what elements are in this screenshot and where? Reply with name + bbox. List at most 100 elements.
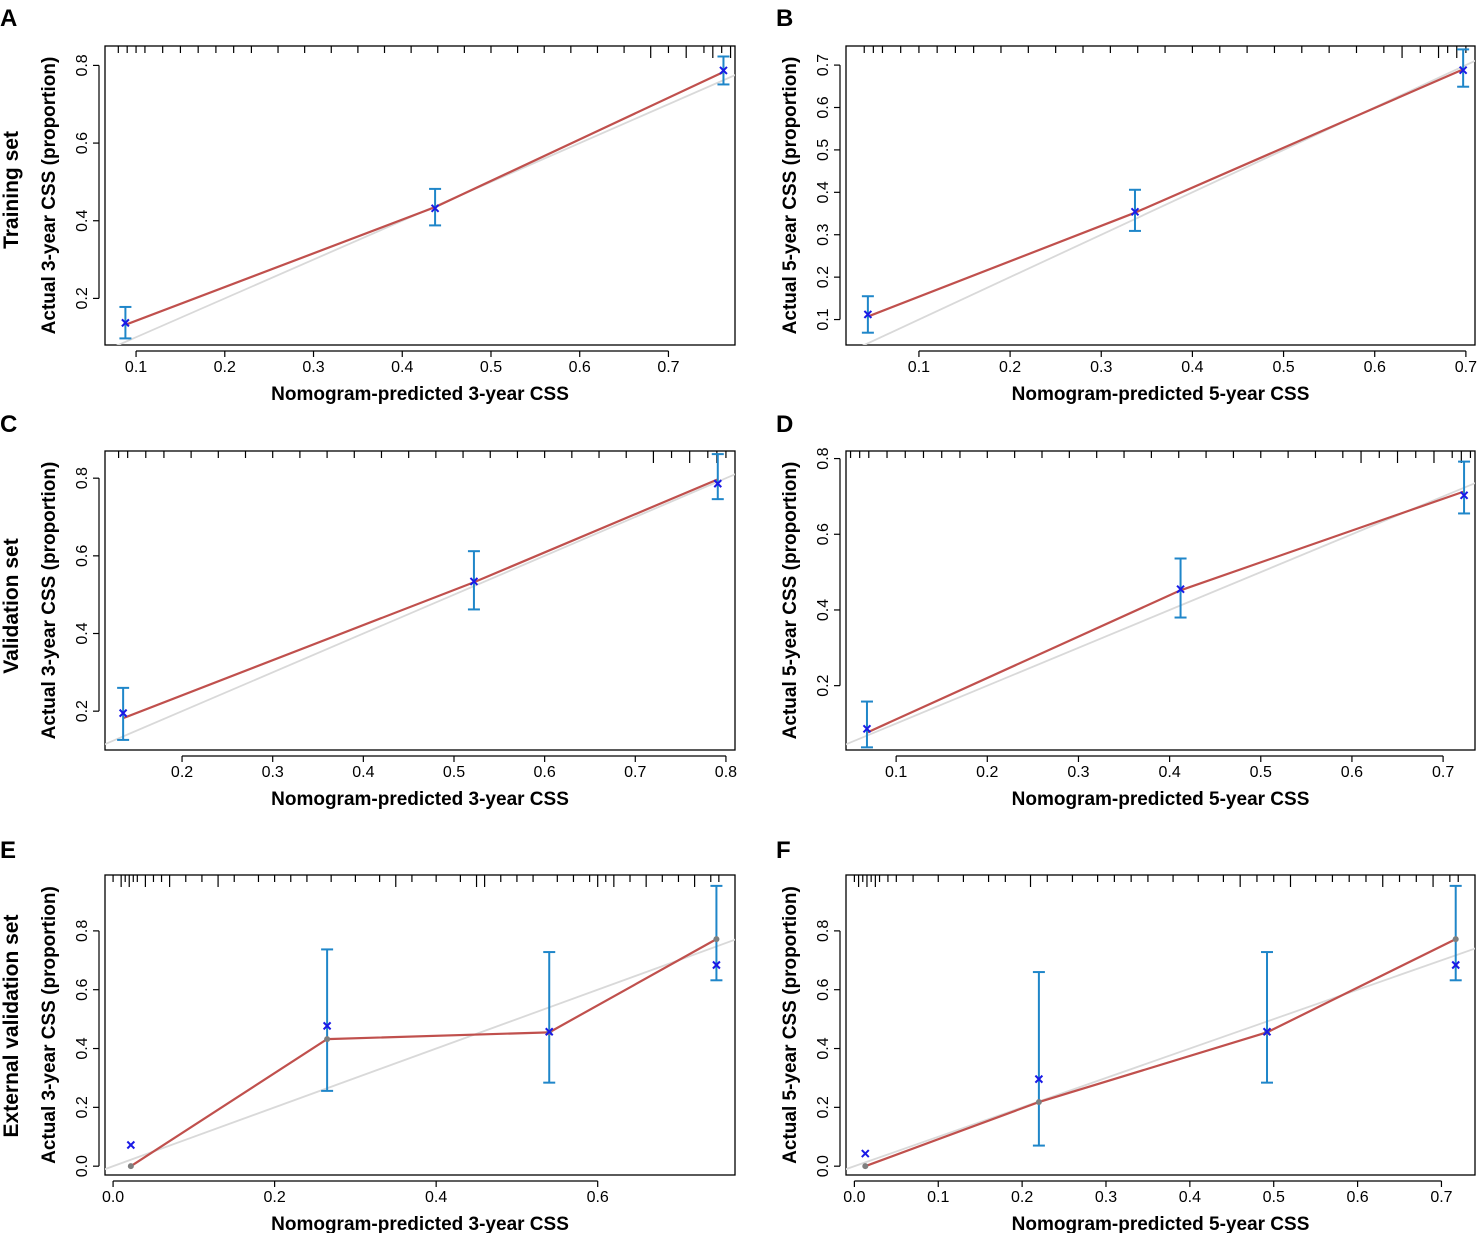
observed-point xyxy=(1035,1099,1042,1106)
row-label-validation: Validation set xyxy=(0,538,23,673)
x-tick-label: 0.0 xyxy=(843,1189,865,1206)
y-axis-label: Actual 5-year CSS (proportion) xyxy=(780,886,801,1164)
observed-point xyxy=(1452,936,1459,943)
x-tick-label: 0.7 xyxy=(624,764,646,781)
y-tick-label: 0.0 xyxy=(815,1155,832,1177)
y-tick-label: 0.6 xyxy=(74,978,91,1000)
x-tick-label: 0.4 xyxy=(1158,764,1180,781)
corrected-marker-stroke xyxy=(1459,491,1469,500)
x-tick-label: 0.2 xyxy=(171,764,193,781)
corrected-marker xyxy=(1459,491,1469,500)
y-tick-label: 0.7 xyxy=(815,54,832,76)
x-tick-label: 0.7 xyxy=(657,359,679,376)
plot-area xyxy=(846,875,1475,1171)
y-tick-label: 0.4 xyxy=(815,181,832,203)
plot-frame xyxy=(845,874,1476,1176)
x-axis-label: Nomogram-predicted 3-year CSS xyxy=(271,384,569,405)
x-axis: 0.0 0.1 0.2 0.3 0.4 0.5 0.6 0.7 Nomogram-predict… xyxy=(843,1180,1453,1233)
y-axis: 0.0 0.2 0.4 0.6 0.8 Actual 3-year CSS (propor… xyxy=(39,886,100,1177)
y-tick-label: 0.6 xyxy=(815,523,832,545)
plot-frame xyxy=(845,450,1476,751)
x-tick-label: 0.1 xyxy=(927,1189,949,1206)
corrected-marker xyxy=(469,577,479,586)
panel-letter-d: D xyxy=(776,411,793,438)
x-tick-label: 0.3 xyxy=(262,764,284,781)
y-axis: 0.1 0.2 0.3 0.4 0.5 0.6 0.7 Actual 5-year CSS (… xyxy=(780,54,841,335)
error-bar xyxy=(711,453,724,501)
y-axis: 0.0 0.2 0.4 0.6 0.8 Actual 5-year CSS (propor… xyxy=(780,886,841,1177)
corrected-marker xyxy=(126,1140,136,1150)
x-tick-label: 0.1 xyxy=(908,359,930,376)
y-axis: 0.2 0.4 0.6 0.8 Actual 3-year CSS (proportio… xyxy=(39,462,100,739)
x-tick-label: 0.4 xyxy=(352,764,374,781)
x-tick-label: 0.6 xyxy=(569,359,591,376)
x-axis-label: Nomogram-predicted 5-year CSS xyxy=(1012,789,1310,810)
x-tick-label: 0.6 xyxy=(587,1189,609,1206)
x-axis: 0.2 0.3 0.4 0.5 0.6 0.7 0.8 Nomogram-predicted … xyxy=(171,755,737,810)
observed-point xyxy=(862,1163,869,1170)
row-label-validation-text: Validation set xyxy=(0,538,23,673)
corrected-marker-stroke xyxy=(1458,65,1468,75)
observed-point xyxy=(713,936,720,943)
corrected-marker xyxy=(1034,1074,1044,1084)
row-label-training-text: Training set xyxy=(0,131,23,249)
corrected-marker xyxy=(1458,65,1468,75)
y-tick-label: 0.6 xyxy=(815,978,832,1000)
panel-letter-c: C xyxy=(0,411,17,438)
y-tick-label: 0.4 xyxy=(74,1037,91,1059)
corrected-marker-stroke xyxy=(121,318,130,328)
corrected-marker xyxy=(862,724,872,734)
corrected-marker-stroke xyxy=(1262,1027,1272,1036)
x-tick-label: 0.7 xyxy=(1432,764,1454,781)
y-axis-label: Actual 3-year CSS (proportion) xyxy=(39,57,60,335)
x-axis: 0.1 0.2 0.3 0.4 0.5 0.6 0.7 Nomogram-predicted … xyxy=(885,755,1454,810)
x-tick-label: 0.6 xyxy=(1364,359,1386,376)
error-bar xyxy=(1032,971,1045,1147)
corrected-marker xyxy=(430,204,440,213)
calibration-line xyxy=(130,938,717,1168)
ideal-line xyxy=(846,482,1475,746)
panel-letter-a: A xyxy=(0,5,17,32)
x-tick-label: 0.2 xyxy=(976,764,998,781)
x-axis: 0.1 0.2 0.3 0.4 0.5 0.6 0.7 Nomogram-predicted … xyxy=(908,350,1477,405)
y-tick-label: 0.5 xyxy=(815,139,832,161)
corrected-marker xyxy=(1451,960,1460,970)
x-tick-label: 0.4 xyxy=(1179,1189,1201,1206)
y-tick-label: 0.2 xyxy=(815,266,832,288)
x-axis: 0.1 0.2 0.3 0.4 0.5 0.6 0.7 Nomogram-predicted … xyxy=(125,350,680,405)
observed-point xyxy=(324,1036,331,1043)
plot-frame xyxy=(104,45,736,346)
corrected-marker xyxy=(121,318,130,328)
y-tick-label: 0.2 xyxy=(815,1096,832,1118)
x-tick-label: 0.4 xyxy=(391,359,413,376)
panel-e: E 0.0 0.2 0.4 0.6 Nomogram-predicted 3-year C… xyxy=(0,837,736,1233)
panel-f: F 0.0 0.1 0.2 0.3 0.4 0.5 0.6 0.7 Nomogram-predic… xyxy=(776,837,1476,1233)
x-tick-label: 0.6 xyxy=(534,764,556,781)
panel-c: C 0.2 0.3 0.4 0.5 0.6 0.7 0.8 Nomogram-predicted… xyxy=(0,411,737,810)
y-tick-label: 0.8 xyxy=(815,920,832,942)
panel-letter-b: B xyxy=(776,5,793,32)
x-tick-label: 0.5 xyxy=(1263,1189,1285,1206)
y-tick-label: 0.8 xyxy=(74,920,91,942)
corrected-marker-stroke xyxy=(322,1021,332,1031)
x-tick-label: 0.1 xyxy=(125,359,147,376)
x-axis-label: Nomogram-predicted 5-year CSS xyxy=(1012,384,1310,405)
ideal-line xyxy=(105,473,735,746)
corrected-marker-stroke xyxy=(861,1149,870,1158)
row-label-external: External validation set xyxy=(0,915,23,1138)
y-tick-label: 0.1 xyxy=(815,308,832,330)
x-tick-label: 0.5 xyxy=(1250,764,1272,781)
plot-area xyxy=(105,875,735,1171)
x-tick-label: 0.7 xyxy=(1430,1189,1452,1206)
y-axis-label: Actual 5-year CSS (proportion) xyxy=(780,462,801,740)
plot-frame xyxy=(845,45,1476,346)
corrected-marker xyxy=(713,479,722,488)
y-tick-label: 0.2 xyxy=(815,674,832,696)
y-axis-label: Actual 5-year CSS (proportion) xyxy=(780,57,801,335)
corrected-marker-stroke xyxy=(1176,584,1185,594)
corrected-marker-stroke xyxy=(126,1140,136,1150)
plot-area xyxy=(846,451,1475,749)
error-bar xyxy=(1458,460,1471,515)
corrected-marker-stroke xyxy=(863,310,873,319)
